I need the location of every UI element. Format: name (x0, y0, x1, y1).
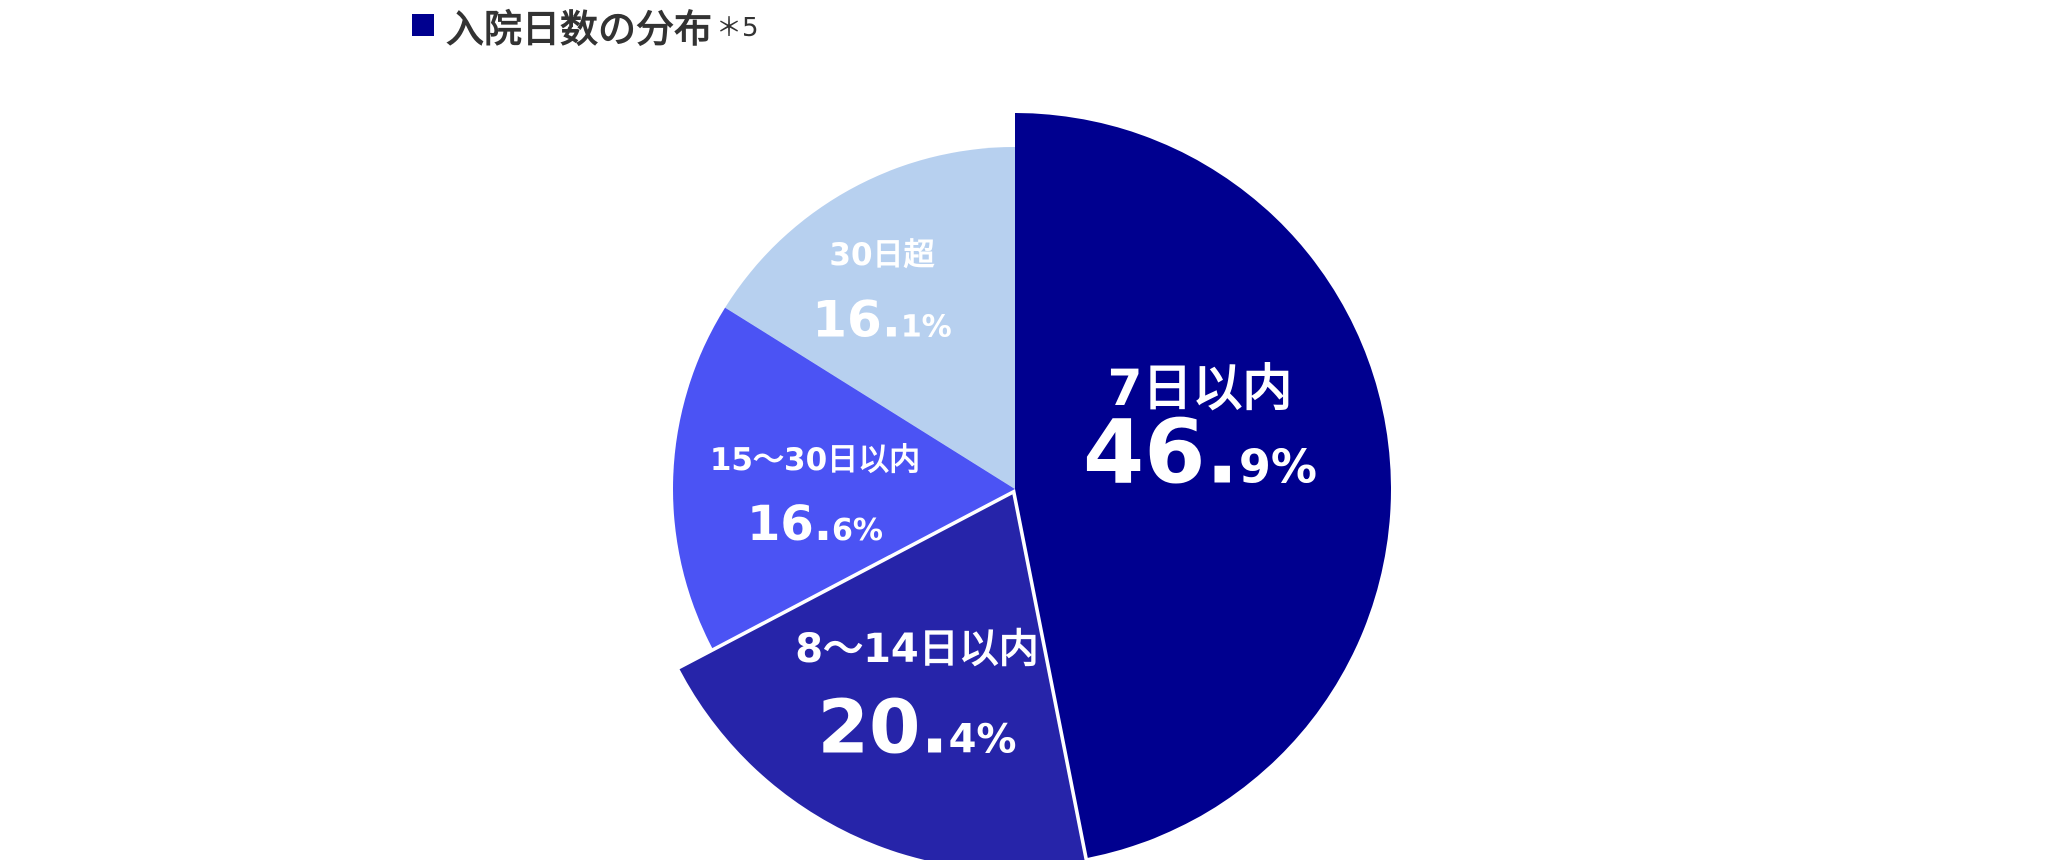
pie-slices (672, 113, 1391, 860)
slice-value-label: 16.6% (747, 496, 883, 552)
pie-slice-1 (1015, 113, 1391, 858)
chart-title-text: 入院日数の分布 (446, 6, 713, 51)
title-square-icon (412, 14, 434, 36)
pie-slice-4 (725, 147, 1015, 489)
slice-value-label: 46.9% (1083, 400, 1317, 503)
slice-category-label: 30日超 (829, 237, 935, 273)
slice-value-label: 20.4% (817, 685, 1016, 771)
slice-category-label: 8〜14日以内 (795, 626, 1039, 672)
pie-slice-3 (672, 307, 1015, 649)
slice-category-label: 7日以内 (1108, 359, 1293, 417)
chart-title: 入院日数の分布 ＊5 (412, 2, 759, 51)
slice-category-label: 15〜30日以内 (710, 442, 920, 478)
pie-slice-2 (679, 494, 1085, 860)
slice-value-label: 16.1% (812, 291, 952, 349)
chart-title-footnote: ＊5 (716, 12, 759, 43)
